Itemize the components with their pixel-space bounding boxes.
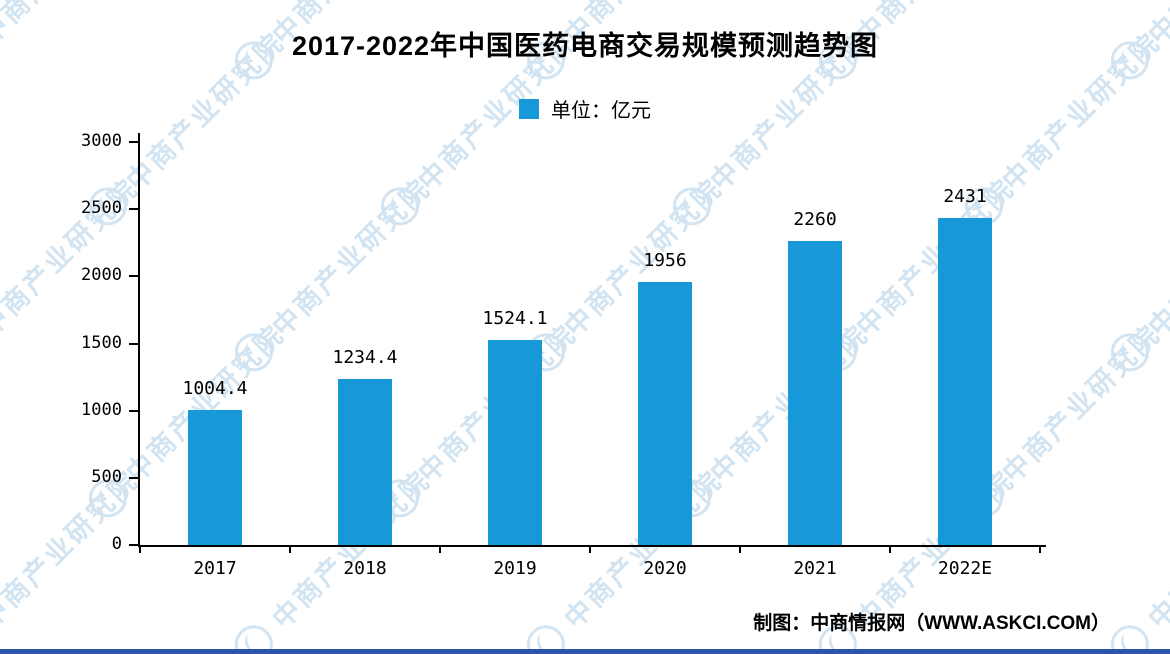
bar-value-label: 2431 xyxy=(943,186,987,208)
x-axis-label: 2019 xyxy=(493,558,537,579)
bar-value-label: 2260 xyxy=(793,209,837,231)
x-axis-tick xyxy=(739,547,741,553)
y-axis-tick-label: 0 xyxy=(111,534,122,554)
x-axis-tick xyxy=(889,547,891,553)
bar xyxy=(938,218,992,545)
y-axis-line xyxy=(138,133,140,547)
bar xyxy=(638,282,692,545)
x-axis-tick xyxy=(589,547,591,553)
legend: 单位：亿元 xyxy=(0,94,1170,123)
legend-swatch xyxy=(519,98,539,119)
bar-value-label: 1004.4 xyxy=(182,378,248,400)
attribution: 制图：中商情报网（WWW.ASKCI.COM） xyxy=(753,613,1110,634)
x-axis-label: 2021 xyxy=(793,558,837,579)
x-axis-label: 2018 xyxy=(343,558,387,579)
y-axis-tick xyxy=(129,141,138,143)
y-axis-tick-label: 2500 xyxy=(81,198,122,219)
y-axis-tick xyxy=(129,342,138,345)
y-axis-tick xyxy=(129,409,138,412)
footer-accent-bar xyxy=(0,649,1170,654)
x-axis-tick xyxy=(1039,547,1041,553)
bar-value-label: 1956 xyxy=(643,250,687,272)
bar xyxy=(488,340,542,545)
y-axis-tick xyxy=(129,275,138,278)
y-axis-tick-label: 500 xyxy=(91,466,122,487)
bar xyxy=(188,410,242,545)
y-axis-tick xyxy=(129,544,138,546)
x-axis-tick xyxy=(439,547,441,553)
legend-label: 单位：亿元 xyxy=(551,100,651,122)
bar-value-label: 1524.1 xyxy=(482,308,548,330)
bar xyxy=(338,379,392,545)
x-axis-line xyxy=(138,545,1046,547)
x-axis-label: 2022E xyxy=(937,558,993,579)
bar-value-label: 1234.4 xyxy=(332,347,398,369)
y-axis-tick-label: 1000 xyxy=(81,399,122,420)
bar xyxy=(788,241,842,545)
y-axis-tick xyxy=(129,476,138,479)
x-axis-tick xyxy=(289,547,291,553)
x-axis-label: 2017 xyxy=(193,558,237,579)
chart-title: 2017-2022年中国医药电商交易规模预测趋势图 xyxy=(291,31,879,61)
x-axis-label: 2020 xyxy=(643,558,687,579)
y-axis-tick-label: 2000 xyxy=(81,265,122,286)
y-axis-tick xyxy=(129,208,138,211)
y-axis-tick-label: 3000 xyxy=(81,131,122,151)
y-axis-tick-label: 1500 xyxy=(81,332,122,353)
x-axis-tick xyxy=(139,547,141,553)
